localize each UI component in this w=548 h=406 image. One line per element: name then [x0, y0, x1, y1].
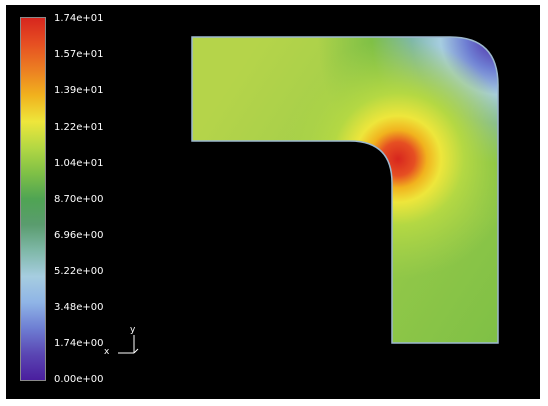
axis-x-label: x	[104, 347, 110, 357]
legend-label-6: 8.70e+00	[54, 194, 104, 205]
axes-triad-icon	[118, 335, 139, 354]
legend-label-7: 6.96e+00	[54, 230, 104, 241]
legend-label-1: 1.74e+01	[54, 13, 104, 24]
legend-label-3: 1.39e+01	[54, 85, 104, 96]
legend-label-10: 1.74e+00	[54, 338, 104, 349]
part-outline	[191, 36, 499, 344]
contour-plot-viewport[interactable]: 1.74e+01 1.57e+01 1.39e+01 1.22e+01 1.04…	[6, 5, 540, 399]
legend-label-4: 1.22e+01	[54, 122, 104, 133]
axis-y-label: y	[130, 325, 136, 335]
legend-label-9: 3.48e+00	[54, 302, 104, 313]
axes-triad: x y	[104, 325, 144, 361]
legend-label-8: 5.22e+00	[54, 266, 104, 277]
legend-label-11: 0.00e+00	[54, 374, 104, 385]
legend-label-2: 1.57e+01	[54, 49, 104, 60]
contour-field[interactable]	[6, 5, 540, 399]
color-legend-bar	[20, 17, 46, 381]
legend-label-5: 1.04e+01	[54, 158, 104, 169]
contour-fill	[192, 37, 498, 343]
